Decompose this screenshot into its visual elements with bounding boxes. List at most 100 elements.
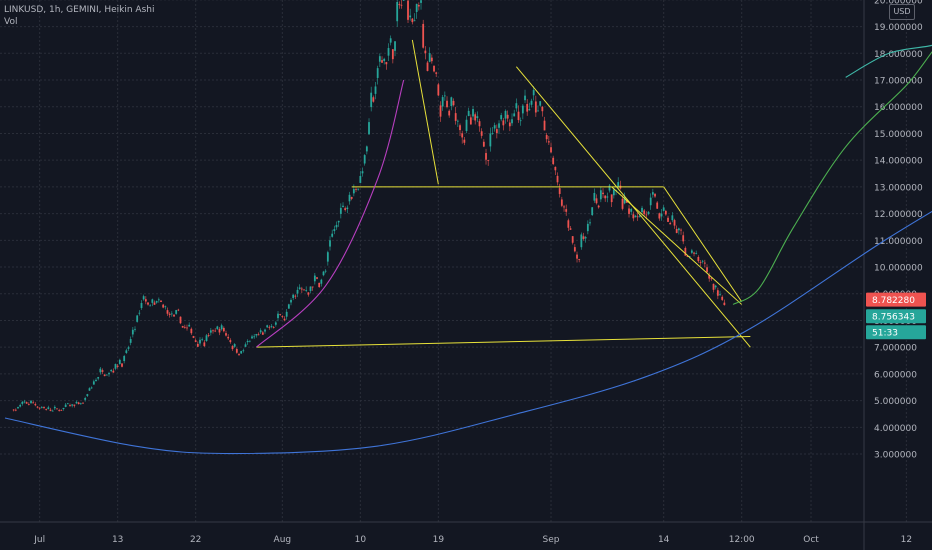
x-tick-label: Oct: [803, 535, 819, 545]
candle-up: [305, 290, 308, 291]
candle-down: [58, 410, 61, 411]
candle-down: [552, 157, 555, 165]
candle-down: [227, 336, 230, 339]
candle-down: [723, 302, 726, 306]
candle-up: [396, 1, 399, 22]
candle-up: [62, 407, 65, 410]
candle-up: [51, 410, 54, 412]
y-tick-label: 10.000000: [874, 264, 923, 274]
candle-down: [27, 404, 30, 406]
currency-button[interactable]: USD: [889, 4, 915, 20]
candle-up: [638, 215, 641, 217]
candle-down: [160, 300, 162, 303]
candle-down: [14, 409, 17, 411]
candle-up: [151, 299, 154, 303]
candle-up: [296, 289, 299, 294]
candle-up: [155, 301, 158, 303]
candle-up: [320, 279, 323, 284]
candle-up: [114, 363, 117, 369]
candle-up: [402, 0, 405, 1]
candle-up: [244, 344, 247, 347]
candle-up: [220, 325, 223, 330]
candle-down: [166, 310, 169, 314]
candle-up: [21, 401, 24, 404]
candle-down: [563, 206, 565, 208]
candle-down: [372, 97, 375, 102]
candle-up: [136, 315, 139, 322]
y-tick-label: 7.000000: [874, 344, 917, 354]
candle-up: [515, 103, 518, 109]
candle-up: [606, 196, 609, 198]
candle-down: [391, 49, 394, 60]
candle-up: [651, 192, 654, 195]
candle-up: [641, 207, 643, 213]
y-tick-label: 11.000000: [874, 237, 923, 247]
candle-down: [480, 131, 483, 136]
candle-down: [664, 210, 667, 215]
candle-down: [279, 314, 282, 315]
candle-up: [326, 252, 329, 262]
candle-up: [532, 90, 535, 96]
candle-down: [38, 407, 41, 409]
candle-down: [112, 370, 115, 373]
candle-up: [524, 95, 526, 101]
candle-down: [667, 217, 669, 222]
candle-down: [708, 274, 711, 279]
candle-down: [446, 100, 448, 108]
candle-up: [348, 194, 351, 202]
candle-down: [294, 295, 297, 297]
candle-up: [79, 403, 82, 405]
candle-down: [77, 402, 80, 405]
curve-teal: [845, 44, 932, 78]
x-tick-label: Sep: [543, 535, 560, 545]
candle-up: [170, 313, 173, 315]
candle-down: [560, 199, 563, 206]
candle-down: [212, 330, 214, 332]
candle-down: [411, 18, 414, 23]
candle-up: [129, 339, 132, 343]
candle-up: [591, 207, 594, 216]
candle-up: [357, 188, 360, 190]
candle-down: [693, 252, 695, 254]
y-tick-label: 18.000000: [874, 50, 923, 60]
candle-down: [558, 188, 561, 194]
candle-down: [658, 213, 661, 219]
x-tick-label: 22: [190, 535, 201, 545]
candle-down: [716, 290, 719, 296]
y-axis: 3.000000 4.000000 5.000000 6.000000 7.000000…: [874, 0, 923, 461]
candle-down: [628, 208, 630, 214]
candle-down: [595, 198, 598, 204]
drawings: [4, 39, 932, 455]
candle-up: [201, 339, 204, 341]
candle-up: [64, 404, 67, 407]
candle-up: [95, 379, 97, 382]
candle-down: [610, 194, 613, 203]
candle-down: [400, 4, 403, 6]
candle-up: [99, 368, 102, 373]
symbol-legend[interactable]: LINKUSD, 1h, GEMINI, Heikin Ashi: [4, 5, 155, 15]
candle-up: [389, 38, 392, 43]
candle-down: [556, 175, 559, 183]
candle-up: [264, 329, 266, 332]
candle-up: [110, 369, 113, 372]
candle-down: [576, 254, 578, 259]
candle-down: [495, 129, 498, 134]
candle-up: [313, 275, 316, 282]
candle-up: [127, 347, 130, 349]
candle-up: [690, 250, 693, 253]
candle-up: [134, 328, 136, 330]
candle-down: [218, 329, 221, 333]
candle-down: [417, 5, 420, 7]
y-tick-label: 6.000000: [874, 370, 917, 380]
candle-down: [381, 60, 383, 63]
candle-up: [491, 133, 494, 134]
candle-up: [612, 189, 615, 196]
candle-down: [194, 340, 197, 342]
volume-legend[interactable]: Vol: [4, 17, 18, 27]
candle-up: [428, 53, 431, 62]
candle-up: [695, 253, 698, 254]
candle-down: [669, 222, 672, 225]
candle-up: [17, 407, 19, 409]
x-tick-label: Jul: [33, 535, 45, 545]
